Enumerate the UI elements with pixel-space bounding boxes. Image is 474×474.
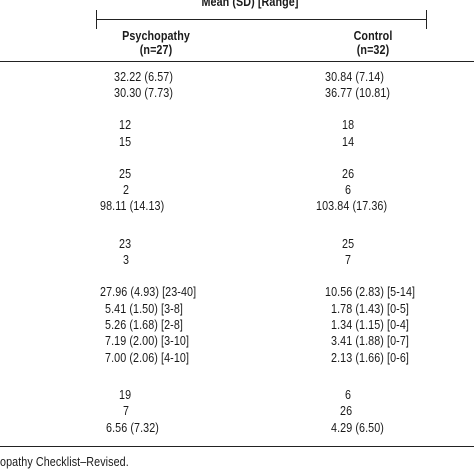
column-header-control-name: Control <box>353 29 393 43</box>
psychopathy-cell: 25 <box>119 167 132 181</box>
control-cell: 1.78 (1.43) [0-5] <box>331 302 409 316</box>
psychopathy-cell: 3 <box>123 253 130 267</box>
psychopathy-cell: 98.11 (14.13) <box>100 199 165 213</box>
header-rule <box>0 61 474 62</box>
control-cell: 14 <box>342 135 355 149</box>
control-cell: 6 <box>345 388 352 402</box>
psychopathy-cell: 2 <box>123 183 130 197</box>
footnote: opathy Checklist–Revised. <box>0 455 129 469</box>
control-cell: 103.84 (17.36) <box>316 199 388 213</box>
psychopathy-cell: 15 <box>119 135 132 149</box>
psychopathy-cell: 12 <box>119 118 132 132</box>
control-cell: 3.41 (1.88) [0-7] <box>331 334 409 348</box>
psychopathy-cell: 7.00 (2.06) [4-10] <box>105 351 190 365</box>
control-cell: 30.84 (7.14) <box>325 70 385 84</box>
control-cell: 7 <box>345 253 352 267</box>
control-cell: 26 <box>342 167 355 181</box>
column-header-psychopathy-name: Psychopathy <box>122 29 190 43</box>
psychopathy-cell: 30.30 (7.73) <box>114 86 174 100</box>
column-header-psychopathy-n: (n=27) <box>139 43 173 57</box>
control-cell: 10.56 (2.83) [5-14] <box>325 285 416 299</box>
control-cell: 2.13 (1.66) [0-6] <box>331 351 409 365</box>
psychopathy-cell: 5.26 (1.68) [2-8] <box>105 318 183 332</box>
bottom-rule <box>0 446 474 447</box>
spanner-rule <box>96 19 427 20</box>
column-header-control-n: (n=32) <box>356 43 390 57</box>
control-cell: 25 <box>342 237 355 251</box>
psychopathy-cell: 23 <box>119 237 132 251</box>
psychopathy-cell: 19 <box>119 388 132 402</box>
psychopathy-cell: 7.19 (2.00) [3-10] <box>105 334 190 348</box>
control-cell: 6 <box>345 183 352 197</box>
psychopathy-cell: 6.56 (7.32) <box>106 421 159 435</box>
control-cell: 4.29 (6.50) <box>331 421 384 435</box>
control-cell: 36.77 (10.81) <box>325 86 391 100</box>
control-cell: 26 <box>340 404 353 418</box>
psychopathy-cell: 5.41 (1.50) [3-8] <box>105 302 183 316</box>
psychopathy-cell: 7 <box>123 404 130 418</box>
psychopathy-cell: 27.96 (4.93) [23-40] <box>100 285 197 299</box>
psychopathy-cell: 32.22 (6.57) <box>114 70 174 84</box>
spanner-header: Mean (SD) [Range] <box>201 0 299 9</box>
control-cell: 18 <box>342 118 355 132</box>
control-cell: 1.34 (1.15) [0-4] <box>331 318 409 332</box>
